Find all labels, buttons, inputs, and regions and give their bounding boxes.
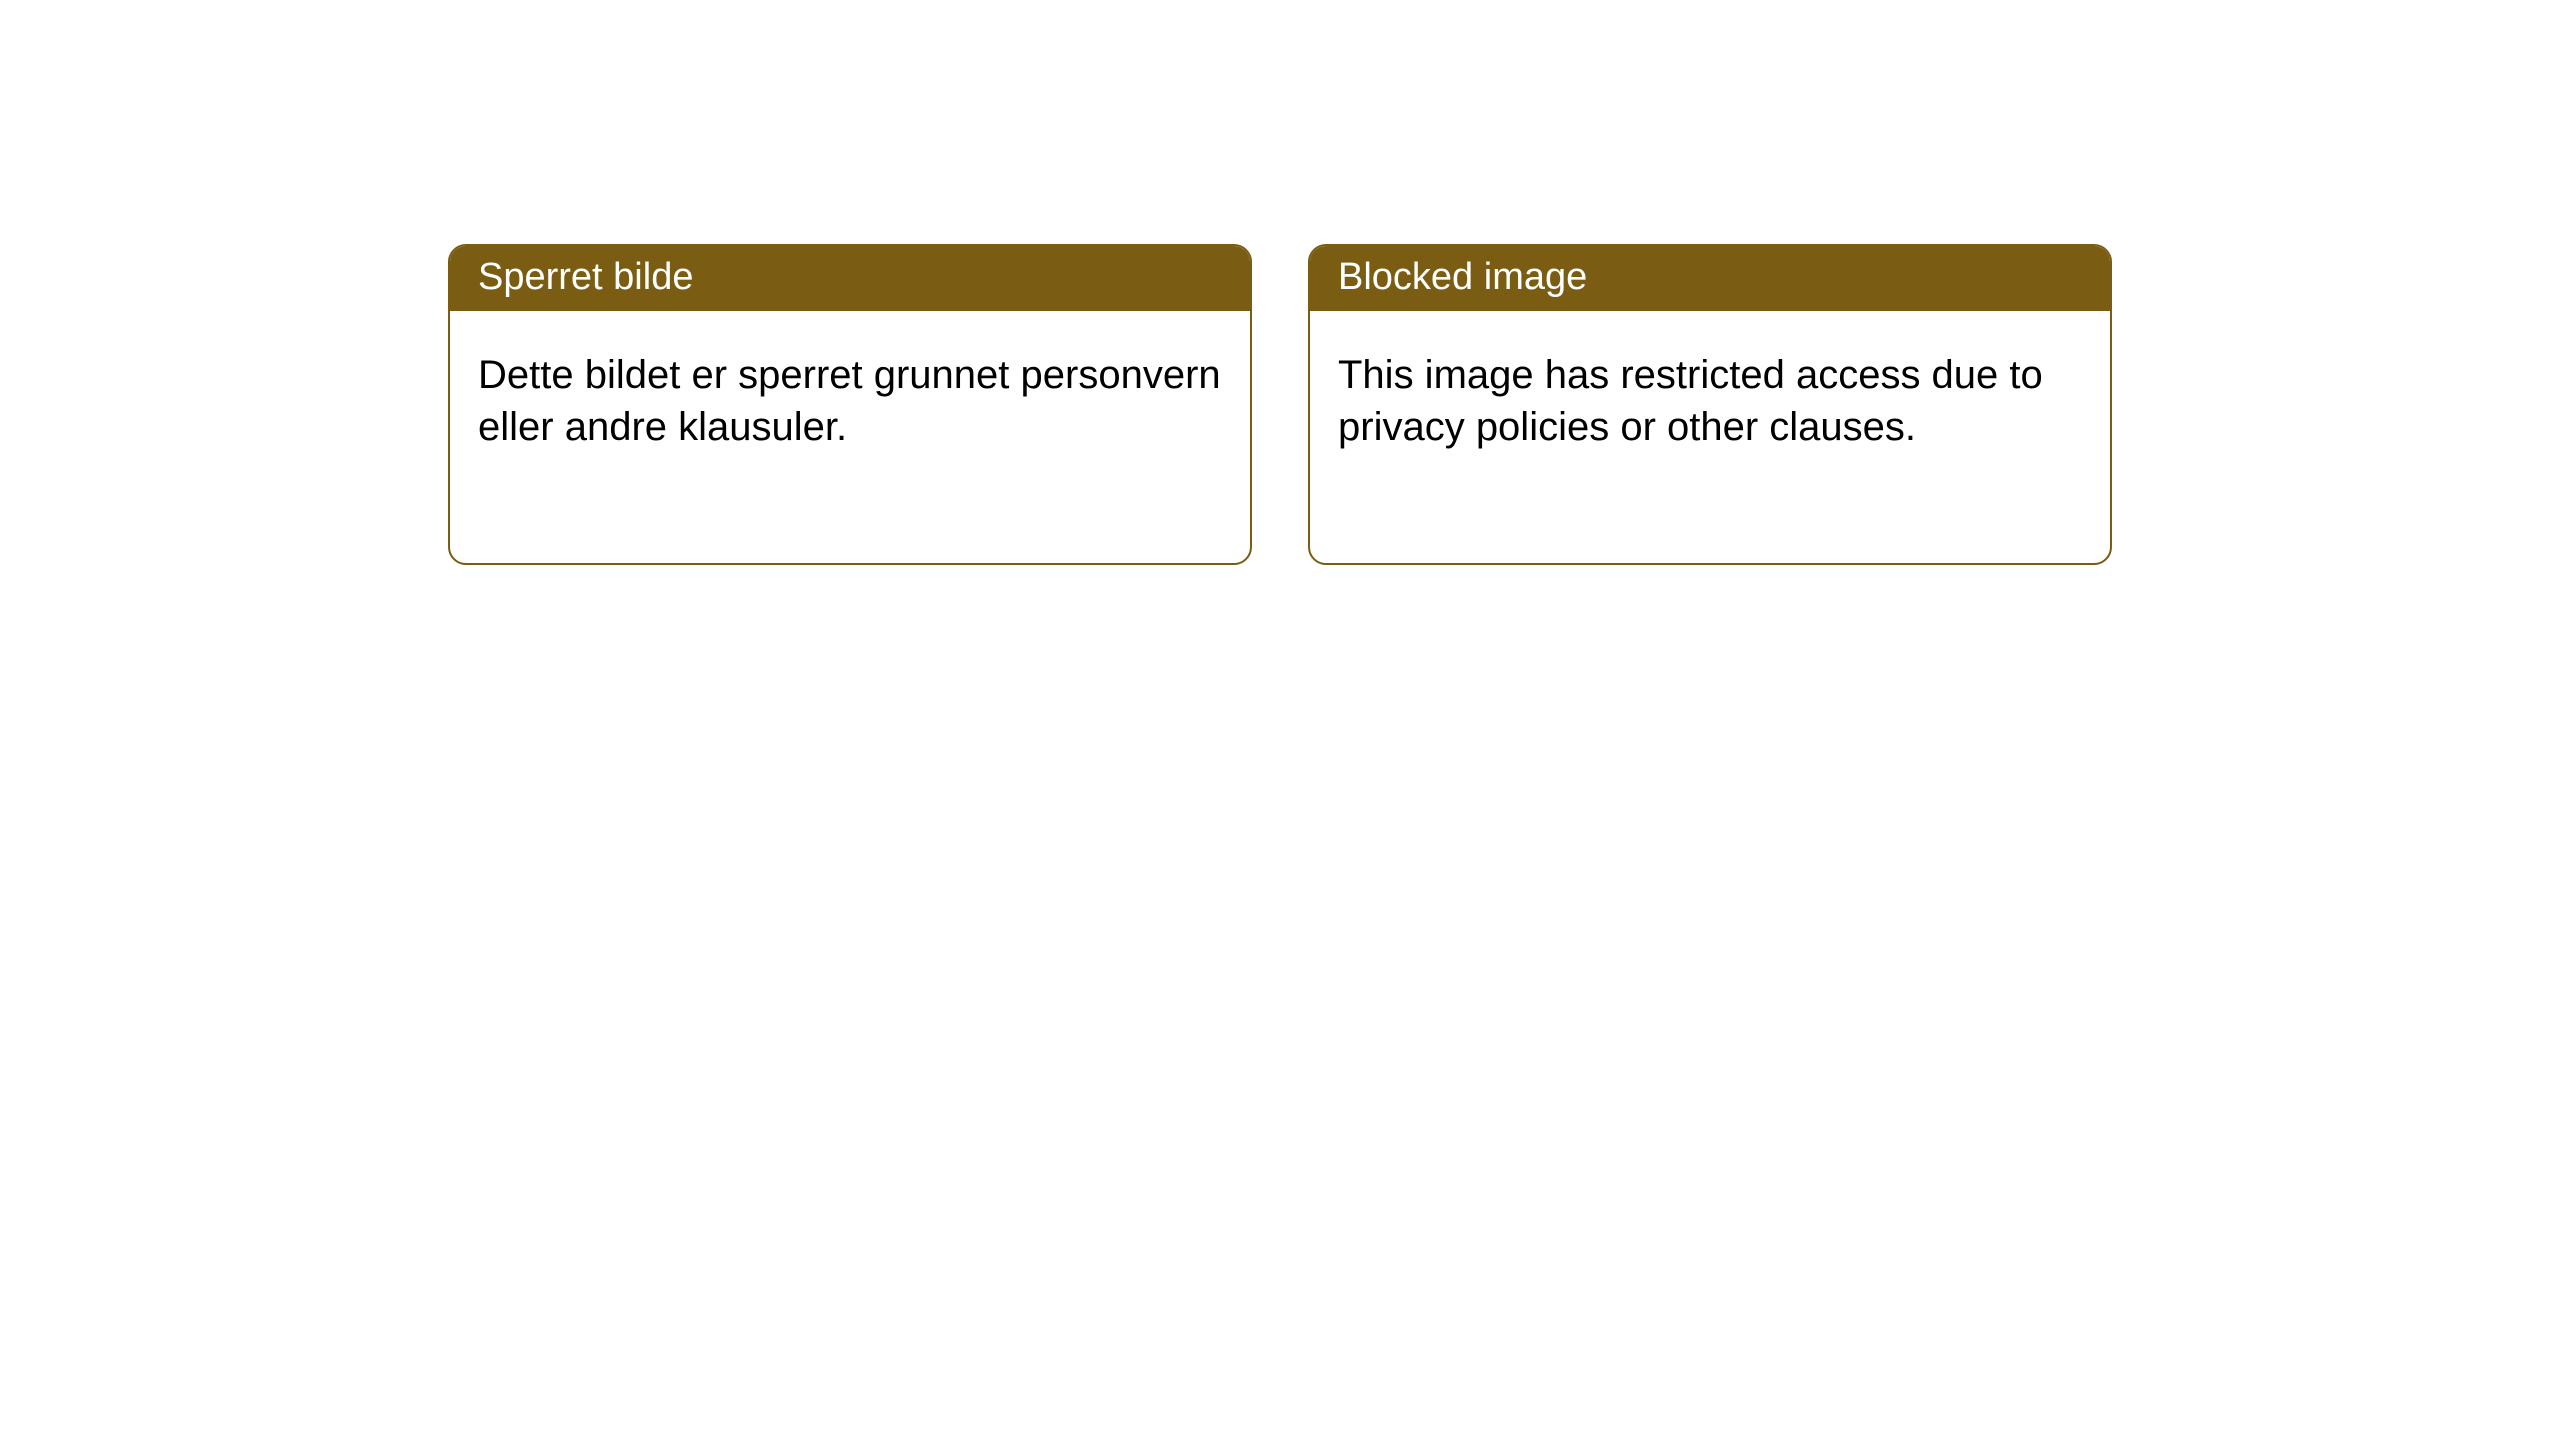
notice-header-english: Blocked image <box>1310 246 2110 311</box>
notice-header-norwegian: Sperret bilde <box>450 246 1250 311</box>
notice-box-english: Blocked image This image has restricted … <box>1308 244 2112 565</box>
notice-body-norwegian: Dette bildet er sperret grunnet personve… <box>450 311 1250 563</box>
notice-body-english: This image has restricted access due to … <box>1310 311 2110 563</box>
notice-box-norwegian: Sperret bilde Dette bildet er sperret gr… <box>448 244 1252 565</box>
notice-container: Sperret bilde Dette bildet er sperret gr… <box>448 244 2112 565</box>
